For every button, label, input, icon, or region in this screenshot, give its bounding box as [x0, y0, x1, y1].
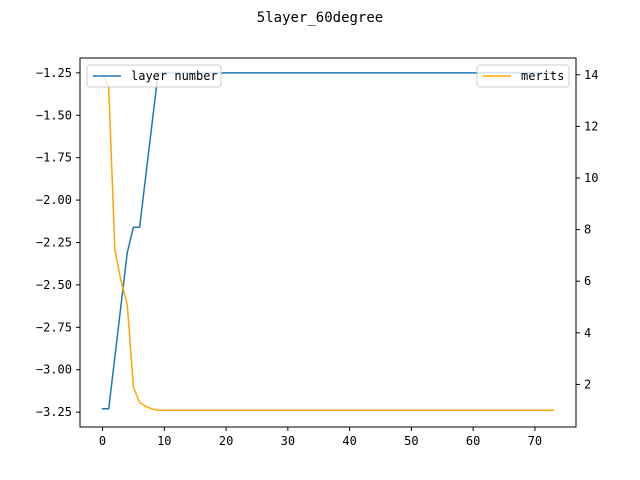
x-tick-label: 30 [281, 434, 295, 448]
x-tick-label: 70 [528, 434, 542, 448]
legend-upper-right: merits [476, 64, 570, 88]
right-y-tick-label: 12 [584, 119, 598, 133]
legend-label: layer number [131, 69, 218, 83]
legend-layer: layer number merits [86, 64, 570, 88]
right-y-tick-label: 4 [584, 326, 591, 340]
series-line-merits [101, 73, 555, 411]
left-y-tick-label: −2.25 [36, 236, 72, 250]
legend-box [476, 64, 570, 88]
x-tick-label: 60 [466, 434, 480, 448]
x-tick-label: 40 [342, 434, 356, 448]
series-line-layer-number [101, 72, 555, 410]
chart-title: 5layer_60degree [257, 10, 383, 26]
right-y-tick-label: 14 [584, 68, 598, 82]
axes-frame [79, 57, 577, 428]
left-y-tick-label: −3.25 [36, 405, 72, 419]
axes-layer: 0 10 20 30 40 50 60 70 −3.25 −3.00 −2.75 −2.50 −2.25… [36, 57, 598, 448]
x-tick-label: 0 [99, 434, 106, 448]
legend-upper-left: layer number [86, 64, 222, 88]
legend-box [86, 64, 222, 88]
right-y-tick-label: 8 [584, 223, 591, 237]
x-tick-label: 20 [219, 434, 233, 448]
right-y-tick-label: 6 [584, 274, 591, 288]
series-layer [101, 72, 555, 411]
right-y-tick-label: 2 [584, 377, 591, 391]
left-y-tick-label: −1.25 [36, 66, 72, 80]
left-y-tick-label: −2.75 [36, 320, 72, 334]
left-y-tick-label: −2.50 [36, 278, 72, 292]
left-y-tick-label: −1.50 [36, 108, 72, 122]
legend-label: merits [521, 69, 564, 83]
x-tick-label: 50 [404, 434, 418, 448]
right-y-tick-label: 10 [584, 171, 598, 185]
x-tick-label: 10 [157, 434, 171, 448]
left-y-tick-label: −3.00 [36, 363, 72, 377]
left-y-tick-label: −2.00 [36, 193, 72, 207]
left-y-tick-label: −1.75 [36, 151, 72, 165]
